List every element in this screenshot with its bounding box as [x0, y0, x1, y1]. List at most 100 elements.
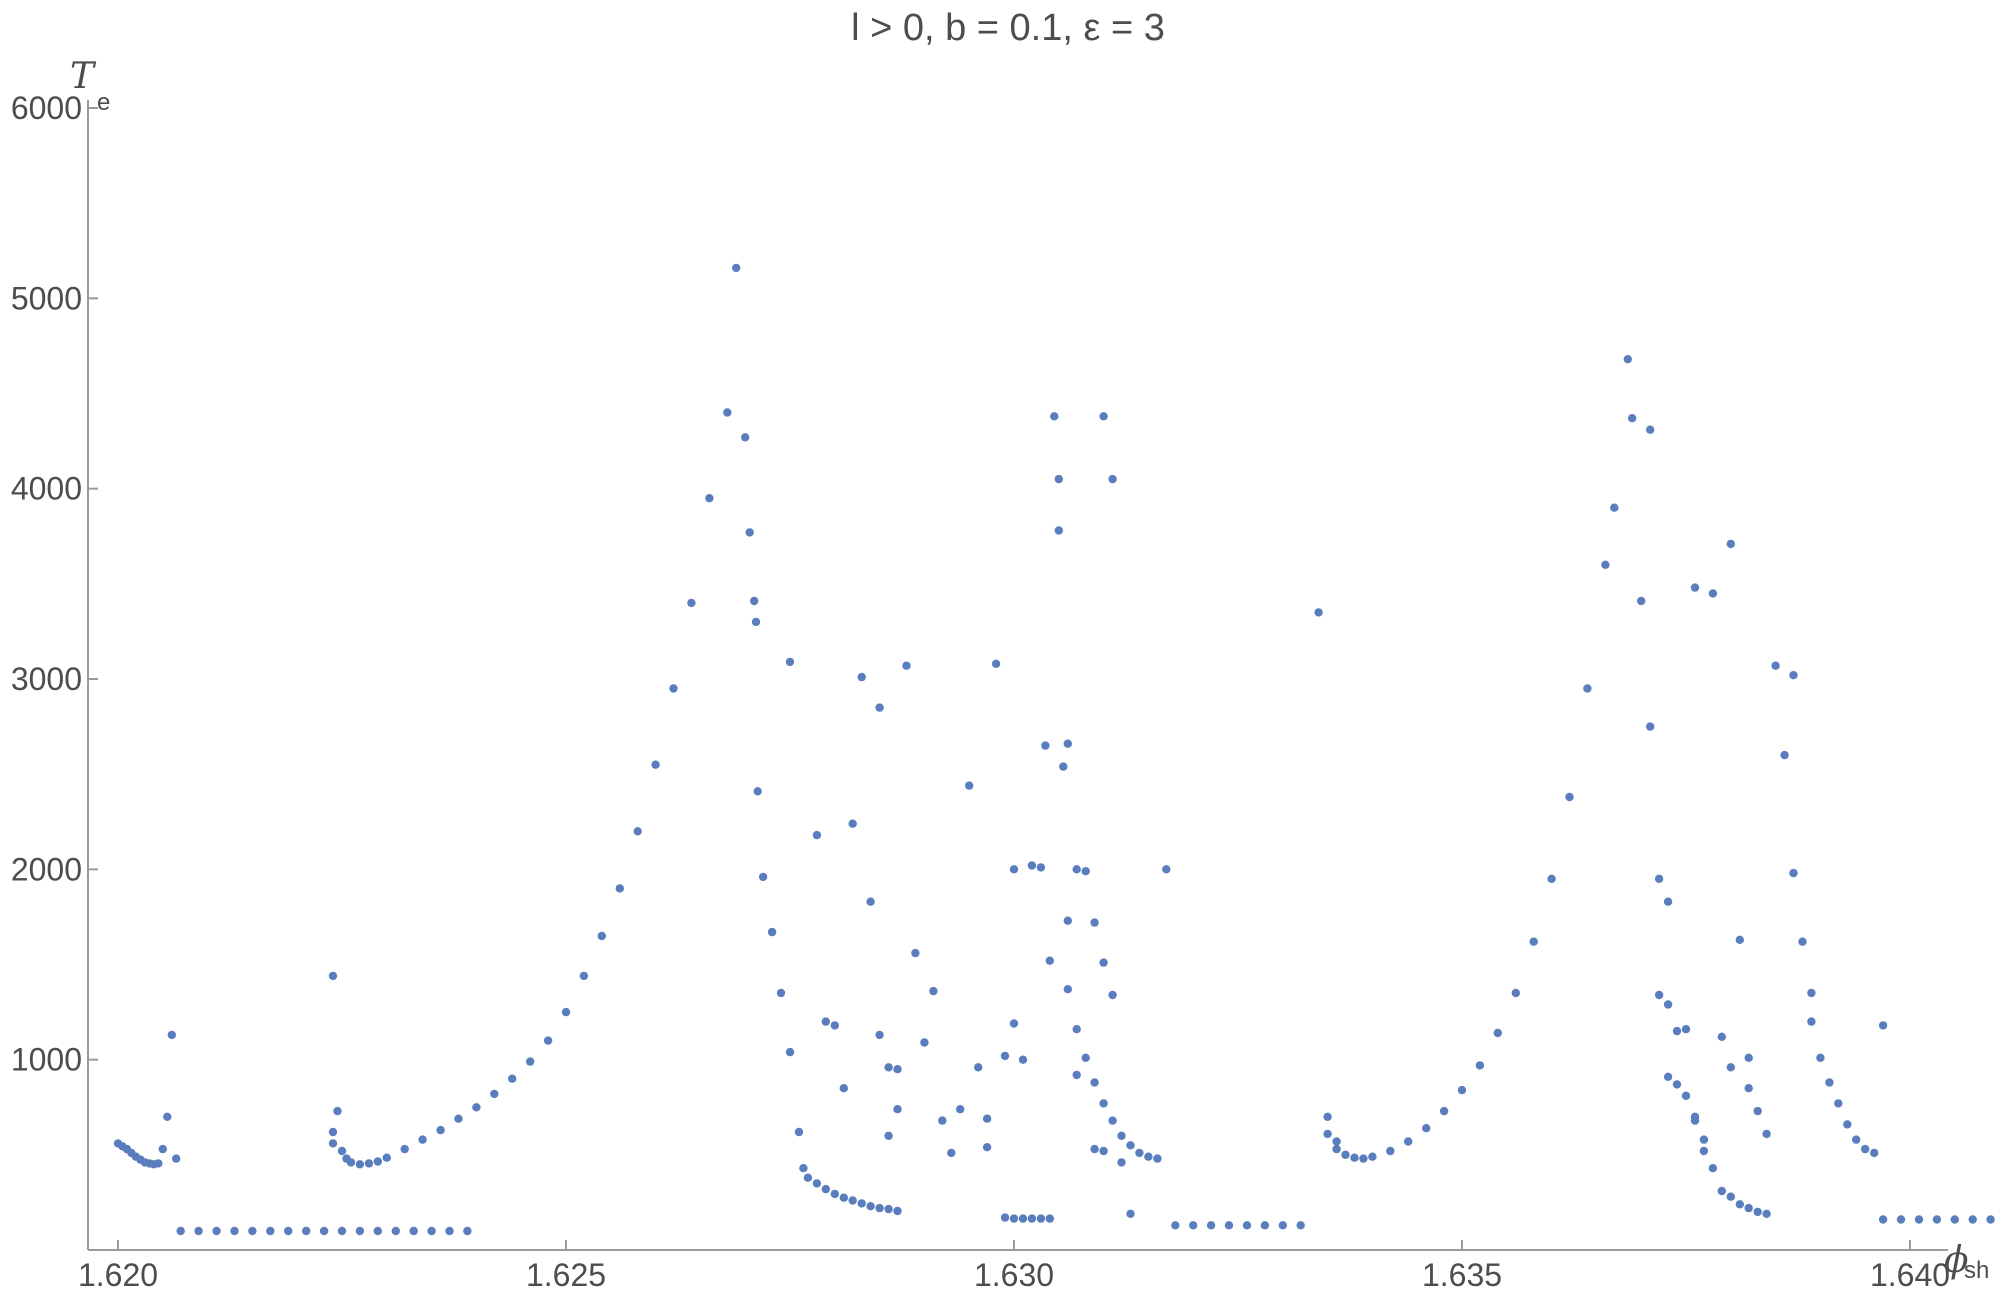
data-point — [1072, 1025, 1081, 1034]
data-point — [1726, 539, 1736, 549]
data-point — [346, 1158, 356, 1167]
data-point — [508, 1074, 517, 1083]
data-point — [857, 1199, 866, 1208]
data-point — [723, 408, 732, 417]
x-axis-subscript: sh — [1964, 1257, 1989, 1284]
x-tick-label: 1.620 — [78, 1257, 158, 1293]
data-point — [154, 1159, 163, 1168]
data-point — [1036, 1214, 1046, 1223]
data-point — [1672, 1026, 1682, 1036]
data-point — [373, 1226, 382, 1236]
data-point — [266, 1226, 275, 1236]
data-point — [1117, 1158, 1126, 1167]
data-point — [1314, 608, 1323, 617]
x-tick-label: 1.640 — [1870, 1257, 1950, 1293]
data-point — [1708, 1164, 1718, 1173]
data-point — [758, 872, 768, 882]
data-point — [391, 1226, 400, 1236]
data-point — [751, 617, 761, 627]
data-point — [409, 1226, 418, 1236]
data-point — [158, 1144, 167, 1154]
data-point — [1672, 1080, 1682, 1089]
data-point — [1027, 1214, 1037, 1223]
data-point — [911, 948, 920, 958]
data-point — [1646, 425, 1655, 434]
data-point — [1099, 1099, 1108, 1108]
data-point — [212, 1226, 221, 1236]
data-point — [355, 1160, 365, 1169]
data-point — [875, 1203, 884, 1213]
data-point — [1359, 1154, 1368, 1163]
data-point — [328, 1139, 338, 1148]
data-point — [767, 927, 777, 937]
data-point — [902, 661, 911, 670]
data-point — [1852, 1135, 1861, 1144]
data-point — [382, 1153, 391, 1162]
x-tick-label: 1.630 — [974, 1257, 1054, 1293]
data-point — [1834, 1099, 1843, 1108]
data-point — [1439, 1106, 1449, 1116]
data-point — [633, 827, 642, 836]
data-point — [1843, 1120, 1852, 1129]
data-point — [1018, 1214, 1028, 1223]
x-axis-label: ϕ sh — [1944, 1240, 1989, 1284]
data-point — [830, 1189, 839, 1199]
data-point — [1623, 355, 1633, 364]
data-point — [1341, 1150, 1350, 1160]
data-point — [1278, 1221, 1288, 1230]
data-point — [1798, 937, 1807, 946]
data-point — [1018, 1055, 1028, 1064]
data-point — [812, 830, 822, 840]
data-point — [1072, 865, 1081, 874]
data-point — [1368, 1152, 1377, 1161]
data-point — [1027, 861, 1037, 870]
data-point — [705, 494, 714, 503]
data-point — [333, 1106, 342, 1116]
data-point — [866, 897, 875, 906]
data-point — [1932, 1215, 1942, 1224]
data-point — [328, 971, 338, 981]
data-point — [741, 433, 750, 442]
data-point — [956, 1105, 965, 1114]
data-point — [373, 1157, 382, 1166]
data-point — [364, 1159, 374, 1168]
data-point — [1744, 1053, 1753, 1063]
data-point — [400, 1144, 409, 1154]
data-point — [1914, 1215, 1924, 1224]
data-point — [1681, 1091, 1691, 1101]
data-point — [929, 986, 938, 996]
data-point — [1404, 1137, 1413, 1146]
data-point — [1878, 1215, 1888, 1224]
data-point — [1054, 526, 1064, 535]
data-point — [526, 1057, 535, 1066]
data-point — [1699, 1135, 1709, 1144]
data-point — [1260, 1221, 1270, 1230]
data-point — [974, 1063, 983, 1072]
data-point — [163, 1112, 172, 1122]
data-point — [1323, 1112, 1332, 1122]
data-point — [884, 1204, 893, 1214]
data-point — [920, 1038, 929, 1047]
data-point — [1601, 560, 1610, 569]
data-point — [776, 988, 786, 998]
data-point — [982, 1114, 992, 1123]
data-point — [1090, 1144, 1099, 1154]
data-point — [1126, 1141, 1135, 1150]
data-point — [1099, 412, 1108, 421]
data-point — [1681, 1025, 1691, 1034]
data-point — [965, 781, 974, 790]
data-point — [615, 884, 624, 893]
data-point — [893, 1105, 902, 1114]
data-point — [1744, 1203, 1753, 1213]
data-point — [1171, 1221, 1180, 1230]
data-point — [1332, 1144, 1341, 1154]
data-point — [167, 1030, 176, 1040]
data-point — [1816, 1053, 1825, 1063]
data-point — [1332, 1137, 1341, 1146]
y-tick-label: 2000 — [11, 851, 82, 887]
data-point — [893, 1206, 902, 1216]
data-point — [1744, 1084, 1753, 1093]
data-point — [732, 263, 741, 273]
data-point — [1663, 897, 1673, 906]
data-point — [1699, 1146, 1709, 1156]
